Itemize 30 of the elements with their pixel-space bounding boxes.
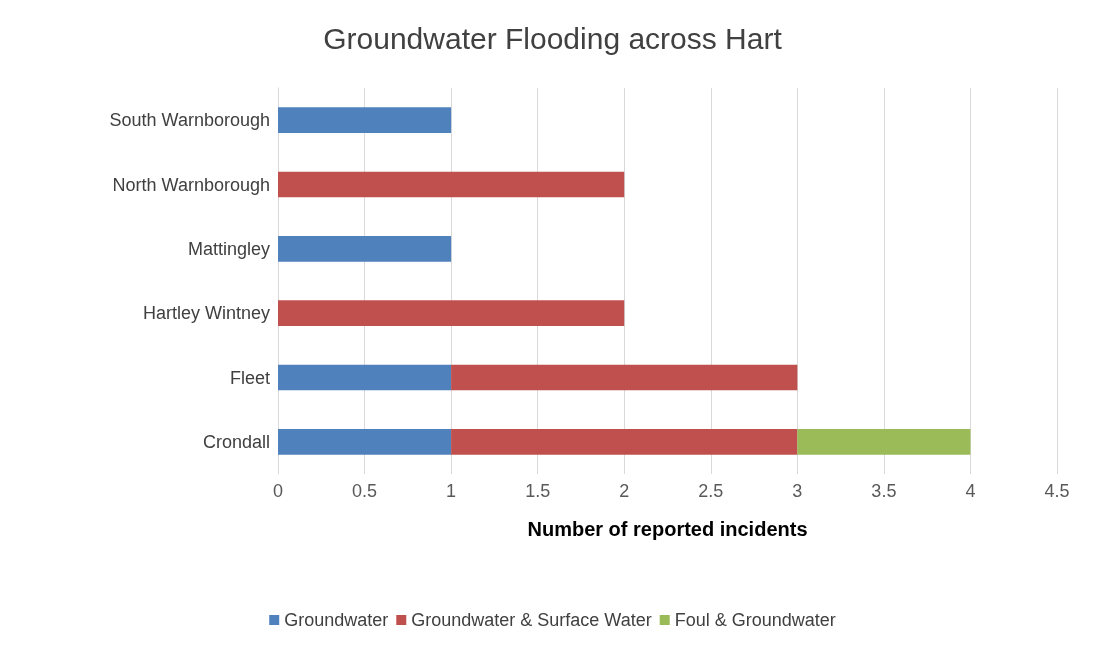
bar bbox=[797, 428, 971, 455]
x-tick-label: 2 bbox=[619, 481, 630, 501]
bar bbox=[278, 235, 452, 262]
x-tick-label: 4.5 bbox=[1044, 481, 1070, 501]
x-tick-label: 2.5 bbox=[698, 481, 724, 501]
legend-label: Groundwater bbox=[284, 610, 389, 630]
x-tick-label: 1 bbox=[446, 481, 457, 501]
x-axis-title: Number of reported incidents bbox=[527, 518, 808, 540]
x-tick-label: 3 bbox=[792, 481, 803, 501]
bar bbox=[278, 428, 452, 455]
x-tick-label: 1.5 bbox=[525, 481, 551, 501]
x-tick-label: 4 bbox=[965, 481, 976, 501]
y-tick-label: Crondall bbox=[202, 431, 270, 452]
bar bbox=[278, 107, 452, 134]
chart-title: Groundwater Flooding across Hart bbox=[323, 21, 783, 55]
x-tick-label: 0 bbox=[272, 481, 284, 501]
y-tick-label: South Warnborough bbox=[109, 110, 270, 131]
bar bbox=[451, 428, 798, 455]
bar bbox=[278, 364, 452, 391]
bar bbox=[278, 300, 625, 327]
x-tick-label: 0.5 bbox=[352, 481, 378, 501]
bar bbox=[278, 171, 625, 198]
x-tick-label: 3.5 bbox=[871, 481, 897, 501]
legend-label: Groundwater & Surface Water bbox=[411, 610, 652, 630]
bar bbox=[451, 364, 798, 391]
y-tick-label: Fleet bbox=[229, 367, 270, 388]
legend-label: Foul & Groundwater bbox=[674, 610, 836, 630]
y-tick-label: North Warnborough bbox=[112, 174, 270, 195]
y-tick-label: Mattingley bbox=[187, 238, 270, 259]
y-tick-label: Hartley Wintney bbox=[142, 303, 270, 324]
